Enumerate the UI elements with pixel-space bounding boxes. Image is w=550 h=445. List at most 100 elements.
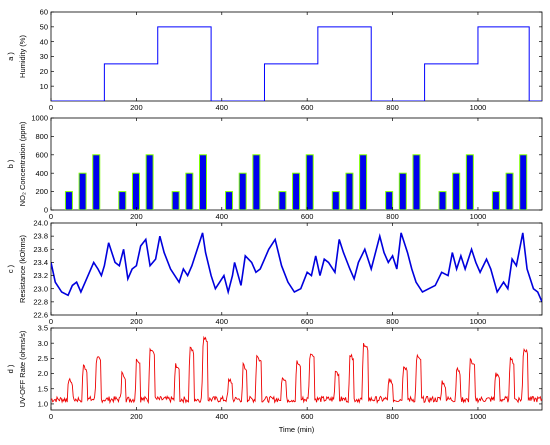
series-line [51, 335, 542, 405]
y-tick-label: 22.8 [33, 297, 48, 306]
x-tick-label: 800 [386, 317, 399, 326]
y-tick-label: 23.2 [33, 271, 48, 280]
y-axis-label: Resistance (kOhms) [18, 235, 27, 303]
x-tick-label: 800 [386, 212, 399, 221]
y-tick-label: 23.0 [33, 284, 48, 293]
x-tick-label: 0 [49, 103, 53, 112]
y-tick-label: 30 [40, 52, 48, 61]
series-group [51, 335, 542, 405]
x-tick-label: 1000 [470, 317, 487, 326]
x-tick-label: 600 [301, 103, 314, 112]
bar [252, 154, 261, 210]
y-tick-label: 23.6 [33, 245, 48, 254]
bar [198, 154, 207, 210]
x-tick-label: 400 [216, 103, 229, 112]
y-tick-label: 1000 [31, 114, 48, 123]
bar [491, 191, 500, 210]
panel-label: d ) [6, 364, 15, 373]
y-tick-label: 23.4 [33, 258, 48, 267]
bar [412, 154, 421, 210]
y-tick-label: 20 [40, 67, 48, 76]
x-tick-label: 600 [301, 317, 314, 326]
bar [118, 191, 127, 210]
bar [359, 154, 368, 210]
x-tick-label: 400 [216, 412, 229, 421]
y-tick-label: 50 [40, 22, 48, 31]
plot-area [50, 11, 543, 102]
x-tick-label: 0 [49, 412, 53, 421]
y-tick-label: 2.5 [38, 354, 48, 363]
y-tick-label: 1.0 [38, 400, 48, 409]
bar [292, 172, 301, 210]
series-line [51, 232, 542, 303]
x-tick-label: 0 [49, 317, 53, 326]
bar [465, 154, 474, 210]
y-axis-label: NO₂ Concentration (ppm) [18, 121, 27, 206]
panel-3: 22.6 22.8 23.0 23.2 23.4 23.6 23.8 24.0 0 200 400 6… [6, 219, 543, 326]
x-tick-label: 800 [386, 412, 399, 421]
bar [225, 191, 234, 210]
bar [131, 172, 140, 210]
y-tick-label: 10 [40, 82, 48, 91]
x-tick-label: 800 [386, 103, 399, 112]
y-tick-label: 3.5 [38, 324, 48, 333]
x-tick-label: 200 [130, 412, 143, 421]
panel-2: 0 200 400 600 800 1000 0 200 400 600 800 1000 NO₂ Co… [6, 114, 543, 221]
x-tick-label: 1000 [470, 412, 487, 421]
y-tick-label: 40 [40, 37, 48, 46]
x-tick-label: 200 [130, 212, 143, 221]
y-tick-label: 3.0 [38, 339, 48, 348]
y-tick-label: 1.5 [38, 384, 48, 393]
x-tick-label: 0 [49, 212, 53, 221]
panel-label: a ) [6, 52, 15, 61]
plot-area [50, 222, 543, 316]
bar [452, 172, 461, 210]
bar [64, 191, 73, 210]
series-group [51, 26, 542, 101]
bar [238, 172, 247, 210]
x-tick-label: 400 [216, 212, 229, 221]
y-tick-label: 60 [40, 8, 48, 17]
bar [398, 172, 407, 210]
y-tick-label: 400 [35, 169, 48, 178]
series-group [51, 232, 542, 303]
x-tick-label: 600 [301, 412, 314, 421]
panel-4: 1.0 1.5 2.0 2.5 3.0 3.5 0 200 400 600 800 1000 UV-OF… [6, 324, 543, 434]
panel-label: b ) [6, 159, 15, 168]
y-tick-label: 0 [44, 206, 48, 215]
bar [145, 154, 154, 210]
y-tick-label: 800 [35, 132, 48, 141]
y-tick-label: 22.6 [33, 311, 48, 320]
y-axis-label: UV-OFF Rate (ohms/s) [18, 330, 27, 407]
y-tick-label: 2.0 [38, 369, 48, 378]
x-tick-label: 1000 [470, 212, 487, 221]
x-tick-label: 200 [130, 317, 143, 326]
y-tick-label: 24.0 [33, 219, 48, 228]
y-tick-label: 600 [35, 150, 48, 159]
bar [519, 154, 528, 210]
y-axis-label: Humidity (%) [18, 35, 27, 78]
panel-label: c ) [6, 264, 15, 273]
bar [438, 191, 447, 210]
bar [278, 191, 287, 210]
x-axis-label: Time (min) [279, 425, 315, 434]
series-group [64, 154, 528, 210]
bar [92, 154, 101, 210]
x-tick-label: 1000 [470, 103, 487, 112]
x-tick-label: 400 [216, 317, 229, 326]
bar [185, 172, 194, 210]
bar [305, 154, 314, 210]
bar [385, 191, 394, 210]
x-tick-label: 600 [301, 212, 314, 221]
bar [78, 172, 87, 210]
x-tick-label: 200 [130, 103, 143, 112]
series-line [51, 26, 542, 101]
y-tick-label: 200 [35, 187, 48, 196]
bar [171, 191, 180, 210]
bar [331, 191, 340, 210]
y-tick-label: 23.8 [33, 232, 48, 241]
bar [505, 172, 514, 210]
bar [345, 172, 354, 210]
